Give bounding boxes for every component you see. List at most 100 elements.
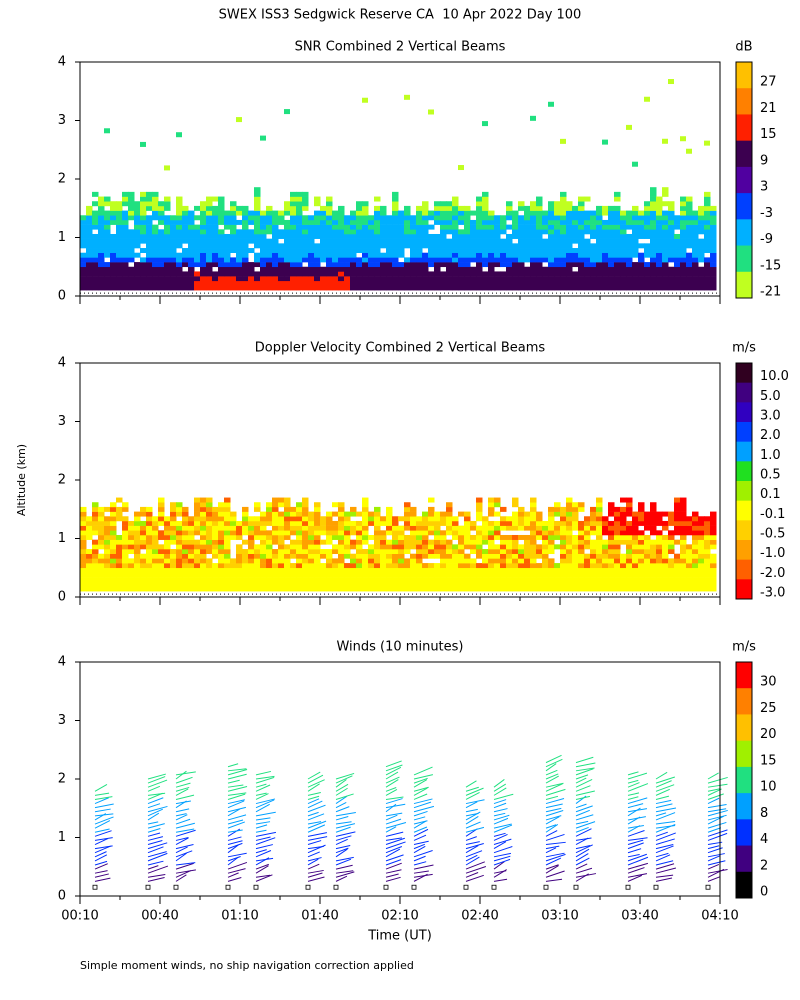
snr-cell (266, 276, 273, 282)
snr-cell (422, 262, 429, 268)
velocity-cell (80, 549, 87, 555)
velocity-cell (398, 549, 405, 555)
wind-barb (335, 772, 355, 780)
velocity-cell (140, 544, 147, 550)
snr-cell (182, 257, 189, 263)
velocity-cell (284, 497, 291, 503)
velocity-cell (440, 563, 447, 569)
snr-cell (128, 229, 135, 235)
velocity-cell (134, 520, 141, 526)
snr-cell (470, 271, 477, 277)
velocity-cell (416, 572, 423, 578)
snr-cell (152, 266, 159, 272)
velocity-cell (332, 558, 339, 564)
snr-cell (290, 201, 297, 207)
velocity-cell (470, 572, 477, 578)
snr-cell (164, 280, 171, 286)
velocity-cell (500, 520, 507, 526)
snr-cell (638, 257, 645, 263)
velocity-cell (236, 520, 243, 526)
snr-cell (680, 229, 687, 235)
snr-cell (128, 276, 135, 282)
velocity-cell (92, 516, 99, 522)
velocity-cell (482, 572, 489, 578)
snr-cell (542, 271, 549, 277)
velocity-cell (494, 567, 501, 573)
snr-cell (206, 276, 213, 282)
snr-cell (236, 205, 243, 211)
velocity-cell (356, 520, 363, 526)
snr-cell (398, 248, 405, 254)
snr-cell (686, 233, 693, 239)
velocity-cell (470, 525, 477, 531)
velocity-cell (344, 581, 351, 587)
wind-barb (385, 776, 400, 784)
snr-cell (704, 205, 711, 211)
snr-cell (158, 238, 165, 244)
snr-cell (308, 219, 315, 225)
velocity-cell (350, 544, 357, 550)
velocity-cell (572, 539, 579, 545)
velocity-cell (86, 534, 93, 540)
snr-cell (158, 233, 165, 239)
x-tick-label: 03:10 (541, 909, 578, 924)
snr-cell (224, 280, 231, 286)
snr-cell (152, 229, 159, 235)
colorbar-cell (736, 766, 752, 794)
velocity-cell (668, 563, 675, 569)
velocity-cell (572, 516, 579, 522)
velocity-cell (356, 581, 363, 587)
snr-cell (380, 224, 387, 230)
snr-cell (344, 252, 351, 258)
panel-title: Winds (10 minutes) (336, 640, 463, 655)
velocity-cell (542, 530, 549, 536)
snr-cell (338, 271, 345, 277)
snr-cell (548, 257, 555, 263)
snr-cell (188, 276, 195, 282)
colorbar-cell (736, 193, 752, 220)
snr-cell (536, 238, 543, 244)
snr-cell (356, 257, 363, 263)
velocity-cell (410, 553, 417, 559)
snr-cell (122, 224, 129, 230)
wind-barb (335, 845, 351, 850)
wind-barb (94, 784, 108, 792)
snr-cell (698, 210, 705, 216)
velocity-cell (578, 549, 585, 555)
snr-cell (680, 252, 687, 258)
snr-cell (164, 271, 171, 277)
snr-cell (710, 210, 717, 216)
snr-cell (296, 215, 303, 221)
wind-barb (575, 857, 590, 866)
colorbar-label: 25 (760, 701, 777, 716)
snr-cell (452, 280, 459, 286)
velocity-cell (86, 577, 93, 583)
snr-cell (674, 285, 681, 291)
velocity-cell (518, 534, 525, 540)
velocity-cell (428, 572, 435, 578)
wind-barb (385, 798, 403, 805)
snr-cell (92, 191, 99, 197)
snr-cell (98, 276, 105, 282)
snr-cell (440, 238, 447, 244)
snr-cell (332, 243, 339, 249)
snr-cell (368, 224, 375, 230)
snr-cell (668, 79, 674, 85)
snr-cell (134, 224, 141, 230)
velocity-cell (428, 553, 435, 559)
snr-cell (662, 201, 669, 207)
velocity-cell (206, 502, 213, 508)
snr-cell (392, 219, 399, 225)
snr-cell (566, 285, 573, 291)
snr-cell (104, 224, 111, 230)
snr-cell (512, 233, 519, 239)
velocity-cell (566, 577, 573, 583)
colorbar-cell (736, 363, 752, 384)
velocity-cell (566, 502, 573, 508)
snr-cell (374, 257, 381, 263)
snr-cell (302, 238, 309, 244)
snr-cell (194, 252, 201, 258)
snr-cell (170, 243, 177, 249)
snr-cell (326, 205, 333, 211)
wind-barb (385, 826, 397, 833)
